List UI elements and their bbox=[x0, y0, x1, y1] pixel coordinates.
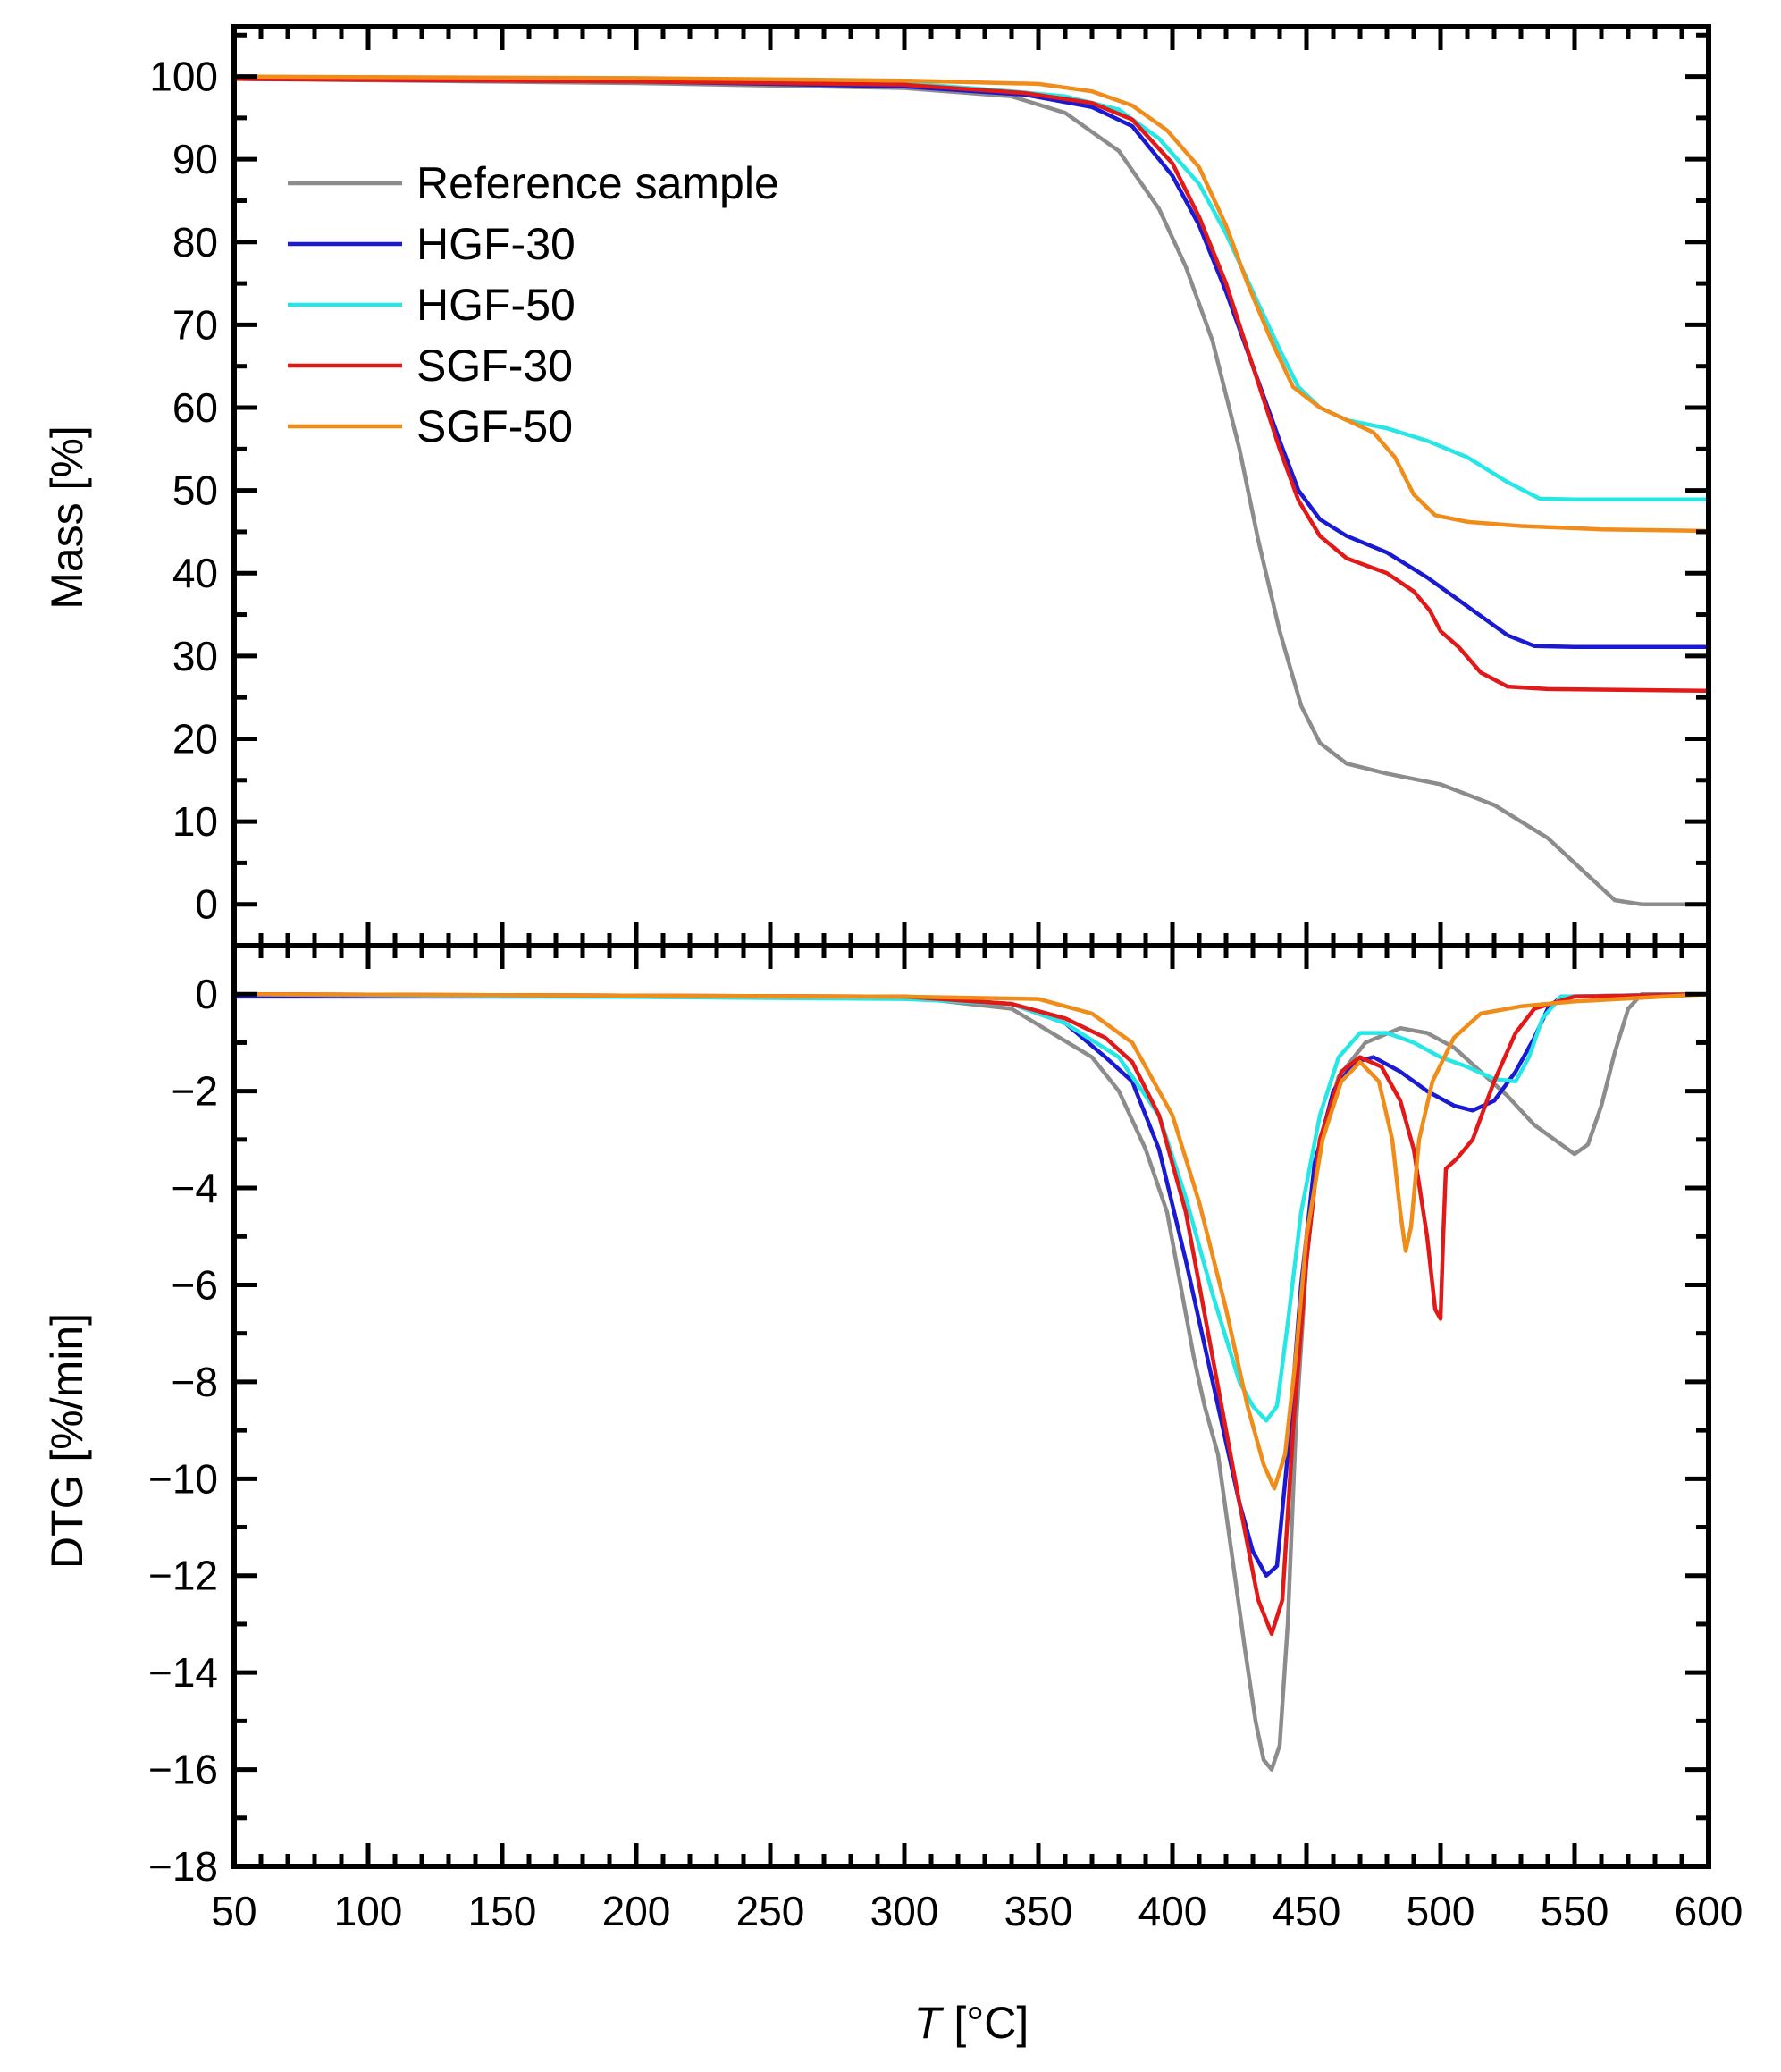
y-tick-label: −14 bbox=[148, 1649, 218, 1696]
series-line-sgf-30 bbox=[234, 77, 1709, 694]
x-tick-label: 150 bbox=[468, 1888, 537, 1934]
y-tick-label: 90 bbox=[172, 136, 218, 182]
series-line-sgf-50 bbox=[234, 74, 1709, 534]
plot-frame bbox=[231, 943, 1711, 1869]
dtg-axis-title: DTG [%/min] bbox=[42, 1313, 92, 1569]
x-tick-label: 250 bbox=[736, 1888, 805, 1934]
y-tick-label: 0 bbox=[195, 971, 218, 1017]
y-tick-label: 70 bbox=[172, 301, 218, 348]
y-tick-label: 20 bbox=[172, 715, 218, 762]
y-tick-label: −6 bbox=[172, 1261, 218, 1308]
x-tick-label: 450 bbox=[1273, 1888, 1341, 1934]
x-tick-label: 300 bbox=[870, 1888, 939, 1934]
x-tick-label: 50 bbox=[211, 1888, 256, 1934]
y-tick-label: −4 bbox=[172, 1165, 218, 1211]
y-tick-label: −10 bbox=[148, 1455, 218, 1502]
legend-label: HGF-50 bbox=[416, 280, 575, 330]
series-line-reference-sample bbox=[234, 991, 1709, 1772]
y-tick-label: −8 bbox=[172, 1359, 218, 1405]
y-tick-label: 30 bbox=[172, 633, 218, 679]
y-tick-label: −12 bbox=[148, 1553, 218, 1599]
y-tick-label: −18 bbox=[148, 1843, 218, 1890]
x-tick-label: 400 bbox=[1138, 1888, 1207, 1934]
mass-axis-title: Mass [%] bbox=[42, 425, 92, 610]
y-tick-label: 100 bbox=[149, 54, 218, 100]
series-line-hgf-50 bbox=[234, 991, 1709, 1423]
x-tick-label: 350 bbox=[1004, 1888, 1073, 1934]
series-line-hgf-30 bbox=[234, 77, 1709, 649]
temperature-axis-title: T [°C] bbox=[914, 1998, 1029, 2048]
series-line-sgf-30 bbox=[234, 991, 1709, 1637]
x-tick-label: 100 bbox=[334, 1888, 403, 1934]
legend-label: HGF-30 bbox=[416, 219, 575, 269]
series-line-sgf-50 bbox=[234, 991, 1709, 1491]
y-tick-label: 80 bbox=[172, 219, 218, 265]
y-tick-label: 40 bbox=[172, 550, 218, 596]
y-tick-label: −2 bbox=[172, 1068, 218, 1115]
legend-label: SGF-30 bbox=[416, 341, 573, 391]
y-tick-label: 50 bbox=[172, 467, 218, 514]
mass-panel: 0 10 20 30 40 50 60 70 80 90 100 bbox=[149, 24, 1711, 948]
legend-label: Reference sample bbox=[416, 158, 779, 208]
series-line-hgf-30 bbox=[234, 991, 1709, 1578]
x-tick-label: 200 bbox=[602, 1888, 671, 1934]
legend: Reference sample HGF-30 HGF-50 SGF-30 SGF-50 bbox=[288, 158, 779, 451]
y-tick-label: 60 bbox=[172, 384, 218, 431]
y-tick-label: 0 bbox=[195, 881, 218, 928]
series-line-reference-sample bbox=[234, 77, 1709, 906]
x-tick-label: 500 bbox=[1407, 1888, 1475, 1934]
legend-label: SGF-50 bbox=[416, 401, 573, 451]
x-tick-label: 550 bbox=[1541, 1888, 1609, 1934]
y-tick-label: 10 bbox=[172, 798, 218, 845]
y-tick-label: −16 bbox=[148, 1747, 218, 1793]
x-tick-label: 600 bbox=[1675, 1888, 1743, 1934]
